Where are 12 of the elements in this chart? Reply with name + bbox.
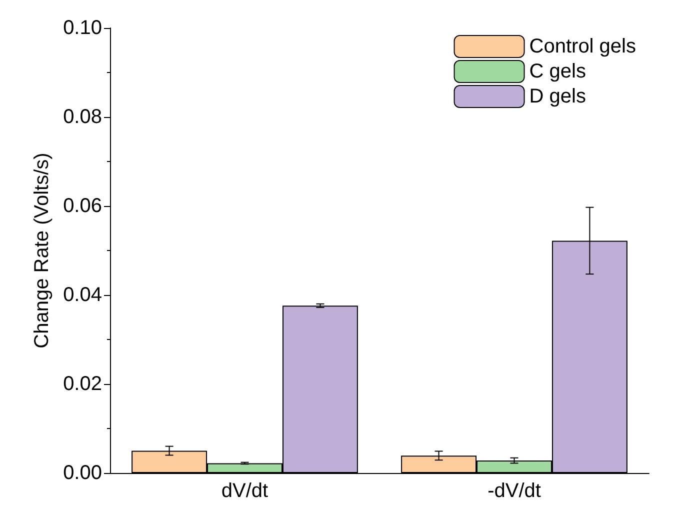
legend-label: D gels <box>529 86 586 108</box>
y-tick-label: 0.06 <box>63 195 102 217</box>
y-axis-title: Change Rate (Volts/s) <box>31 152 53 348</box>
y-tick-label: 0.02 <box>63 373 102 395</box>
legend-label: Control gels <box>529 36 636 58</box>
y-tick-label: 0.08 <box>63 106 102 128</box>
legend-label: C gels <box>529 60 586 82</box>
y-tick-label: 0.04 <box>63 284 102 306</box>
x-tick-label: -dV/dt <box>488 480 542 502</box>
y-tick-label: 0.10 <box>63 17 102 39</box>
y-tick-label: 0.00 <box>63 462 102 484</box>
x-tick-label: dV/dt <box>221 480 269 502</box>
